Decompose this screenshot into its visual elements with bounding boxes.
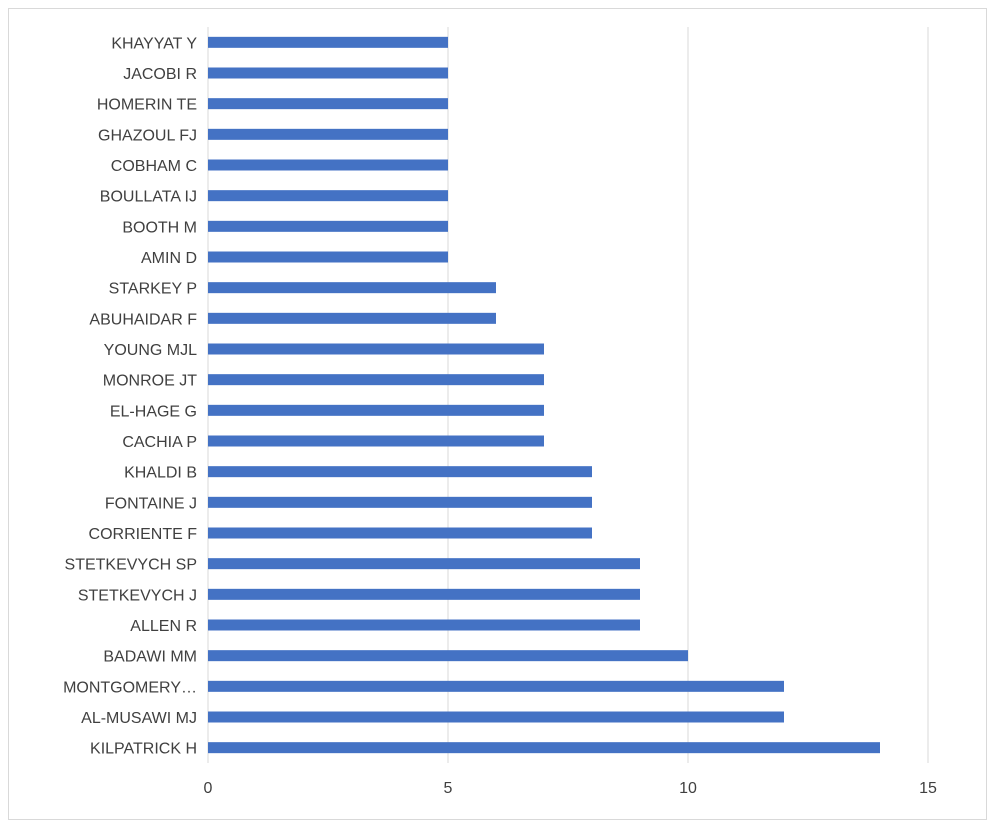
- x-tick-labels: 0 5 10 15: [204, 780, 937, 797]
- category-label: KHALDI B: [124, 465, 197, 482]
- category-label: MONROE JT: [103, 373, 197, 390]
- category-label: STETKEVYCH SP: [65, 557, 197, 574]
- category-label: ALLEN R: [130, 618, 197, 635]
- bar: [208, 742, 880, 754]
- category-label: KHAYYAT Y: [111, 35, 197, 52]
- x-tick-label: 10: [679, 780, 697, 797]
- category-label: BOOTH M: [122, 219, 197, 236]
- category-label: FONTAINE J: [105, 495, 197, 512]
- category-label: HOMERIN TE: [97, 97, 197, 114]
- bar: [208, 128, 448, 140]
- bars: [208, 36, 880, 754]
- category-label: AMIN D: [141, 250, 197, 267]
- bar: [208, 588, 640, 600]
- chart-frame: KILPATRICK H AL-MUSAWI MJ MONTGOMERY… BADAW…: [8, 8, 987, 820]
- category-labels: KILPATRICK H AL-MUSAWI MJ MONTGOMERY… BADAW…: [63, 35, 197, 757]
- gridlines: [207, 27, 929, 763]
- bar: [208, 251, 448, 263]
- bar: [208, 711, 784, 723]
- bar: [208, 343, 544, 355]
- category-label: MONTGOMERY…: [63, 679, 197, 696]
- bar: [208, 527, 592, 539]
- bar: [208, 466, 592, 478]
- category-label: BADAWI MM: [103, 649, 197, 666]
- category-label: CORRIENTE F: [89, 526, 198, 543]
- bar: [208, 190, 448, 202]
- horizontal-bar-chart: KILPATRICK H AL-MUSAWI MJ MONTGOMERY… BADAW…: [63, 27, 937, 797]
- category-label: ABUHAIDAR F: [89, 311, 197, 328]
- x-tick-label: 0: [204, 780, 213, 797]
- bar: [208, 159, 448, 171]
- bar: [208, 282, 496, 294]
- category-label: GHAZOUL FJ: [98, 127, 197, 144]
- bar: [208, 220, 448, 232]
- x-tick-label: 5: [444, 780, 453, 797]
- bar: [208, 312, 496, 324]
- x-tick-label: 15: [919, 780, 937, 797]
- bar: [208, 36, 448, 48]
- category-label: STARKEY P: [109, 281, 197, 298]
- bar: [208, 435, 544, 447]
- bar: [208, 558, 640, 570]
- bar: [208, 619, 640, 631]
- bar: [208, 404, 544, 416]
- category-label: AL-MUSAWI MJ: [81, 710, 197, 727]
- bar: [208, 496, 592, 508]
- category-label: COBHAM C: [111, 158, 197, 175]
- bar: [208, 680, 784, 692]
- bar: [208, 98, 448, 110]
- bar: [208, 650, 688, 662]
- category-label: JACOBI R: [123, 66, 197, 83]
- category-label: CACHIA P: [122, 434, 197, 451]
- category-label: BOULLATA IJ: [100, 189, 197, 206]
- category-label: KILPATRICK H: [90, 741, 197, 758]
- category-label: EL-HAGE G: [110, 403, 197, 420]
- category-label: STETKEVYCH J: [78, 587, 197, 604]
- bar: [208, 67, 448, 79]
- bar: [208, 374, 544, 386]
- category-label: YOUNG MJL: [104, 342, 197, 359]
